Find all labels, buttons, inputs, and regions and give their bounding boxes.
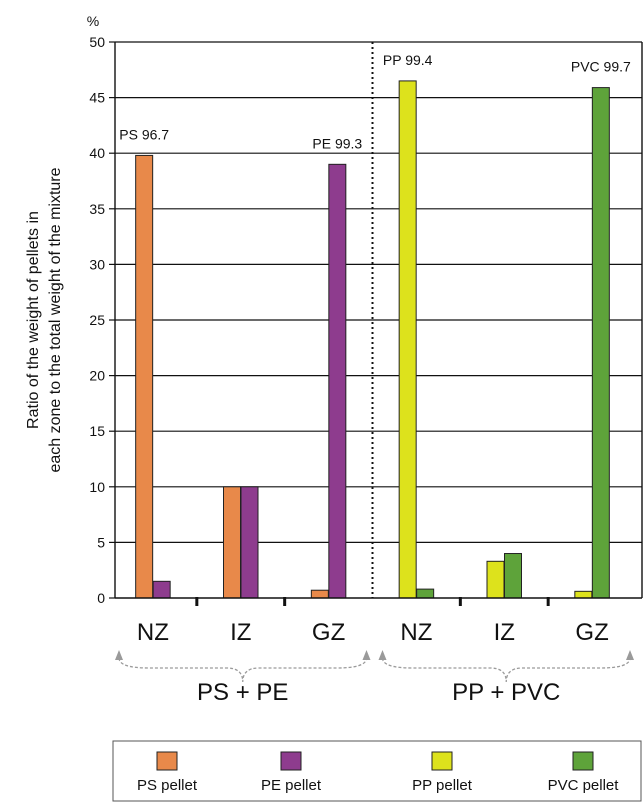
group-labels: PS + PE PP + PVC	[115, 650, 634, 706]
bar-annotation: PP 99.4	[383, 52, 433, 68]
y-tick-label: 30	[89, 256, 105, 272]
y-axis-label-line-2: each zone to the total weight of the mix…	[47, 167, 64, 472]
x-category-label: IZ	[494, 619, 515, 646]
bar-ps-pellet-nz	[135, 154, 154, 599]
group-brace	[118, 657, 368, 683]
y-tick-label: 35	[89, 201, 105, 217]
bar-pe-pellet-gz	[328, 163, 347, 599]
y-tick-label: 45	[89, 90, 105, 106]
y-tick-label: 25	[89, 312, 105, 328]
x-category-label: IZ	[230, 619, 251, 646]
y-tick-label: 20	[89, 368, 105, 384]
legend-label: PP pellet	[412, 777, 473, 794]
bar-pp-pellet-nz	[398, 80, 417, 599]
bar-pvc-pellet-gz	[591, 87, 610, 599]
bar-pp-pellet-gz	[574, 590, 593, 599]
legend-box	[112, 740, 642, 802]
bar-annotation: PS 96.7	[119, 126, 169, 142]
gridlines	[115, 41, 642, 544]
x-category-label: GZ	[312, 619, 345, 646]
bar-pe-pellet-iz	[240, 486, 259, 599]
bar-annotation: PE 99.3	[312, 135, 362, 151]
legend-swatch	[280, 751, 302, 771]
bar-pvc-pellet-iz	[504, 553, 522, 599]
bars	[135, 80, 610, 599]
y-tick-label: 10	[89, 479, 105, 495]
legend-label: PE pellet	[261, 777, 322, 794]
legend-label: PS pellet	[137, 777, 198, 794]
x-category-label: GZ	[575, 619, 608, 646]
legend-label: PVC pellet	[548, 777, 620, 794]
x-category-labels: NZ IZ GZ NZ IZ GZ	[137, 619, 609, 646]
legend: PS pellet PE pellet PP pellet PVC pellet	[112, 740, 642, 802]
bar-pvc-pellet-nz	[416, 588, 435, 599]
bar-ps-pellet-gz	[310, 589, 329, 599]
axes: 0 5 10 15 20 25 30 35 40 45 50	[89, 34, 643, 606]
x-category-label: NZ	[400, 619, 432, 646]
y-tick-label: 5	[97, 534, 105, 550]
x-category-label: NZ	[137, 619, 169, 646]
bar-pe-pellet-nz	[152, 580, 171, 599]
group-brace-arrowhead	[115, 650, 123, 660]
bar-ps-pellet-iz	[223, 486, 241, 599]
bar-pp-pellet-iz	[486, 560, 505, 599]
group-label: PS + PE	[197, 679, 288, 706]
group-brace-arrowhead	[362, 650, 371, 660]
y-unit-label: %	[87, 13, 99, 29]
group-brace-arrowhead	[378, 650, 387, 660]
bar-annotation: PVC 99.7	[571, 59, 631, 75]
bar-annotations: PS 96.7 PE 99.3 PP 99.4 PVC 99.7	[119, 52, 631, 151]
group-label: PP + PVC	[452, 679, 560, 706]
y-tick-label: 15	[89, 423, 105, 439]
legend-swatch	[431, 751, 453, 771]
y-tick-label: 40	[89, 145, 105, 161]
legend-swatch	[572, 751, 594, 771]
y-tick-label: 50	[89, 34, 105, 50]
y-axis-label-line-1: Ratio of the weight of pellets in	[25, 211, 42, 429]
group-brace	[381, 657, 631, 683]
legend-swatch	[156, 751, 178, 771]
y-tick-label: 0	[97, 590, 105, 606]
group-brace-arrowhead	[626, 650, 634, 660]
